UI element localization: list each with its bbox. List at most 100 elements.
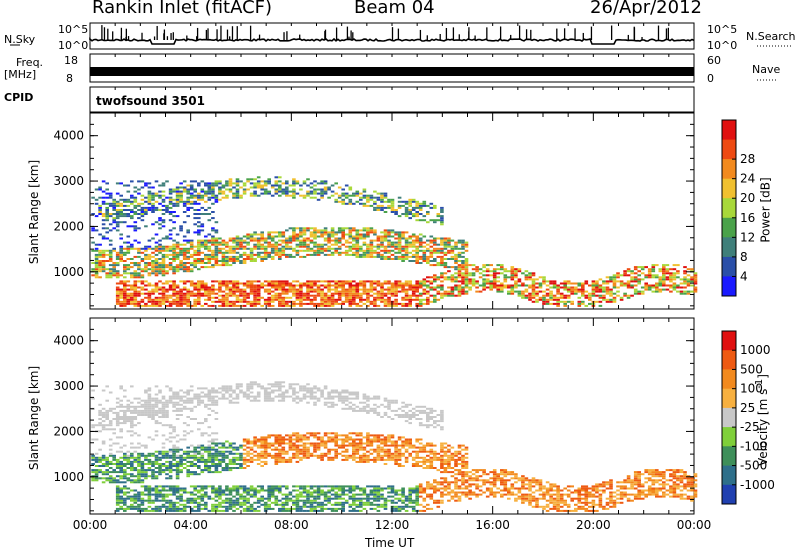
velocity-echo-cell <box>214 403 219 406</box>
velocity-echo-cell <box>105 473 109 476</box>
power-echo-cell <box>489 264 493 267</box>
power-echo-cell <box>285 255 289 258</box>
power-echo-cell <box>457 239 462 242</box>
power-echo-cell <box>165 204 169 207</box>
power-echo-cell <box>151 260 155 262</box>
velocity-echo-cell <box>154 507 159 510</box>
power-echo-cell <box>598 284 603 287</box>
power-echo-cell <box>228 304 233 307</box>
power-echo-cell <box>193 288 197 291</box>
velocity-echo-cell <box>147 416 152 418</box>
power-echo-cell <box>394 280 398 283</box>
velocity-echo-cell <box>249 383 254 386</box>
power-echo-cell <box>218 192 222 195</box>
velocity-echo-cell <box>108 460 113 463</box>
velocity-echo-cell <box>225 499 229 502</box>
power-echo-cell <box>478 284 483 287</box>
power-echo-cell <box>204 190 208 193</box>
power-echo-cell <box>376 235 381 238</box>
power-echo-cell <box>327 280 331 283</box>
power-echo-cell <box>154 286 159 289</box>
power-echo-cell <box>221 196 226 199</box>
power-echo-cell <box>549 292 553 295</box>
power-echo-cell <box>362 290 367 293</box>
power-echo-cell <box>94 215 99 218</box>
power-echo-cell <box>366 280 370 283</box>
velocity-echo-cell <box>235 485 240 488</box>
power-echo-cell <box>94 272 99 275</box>
power-echo-cell <box>105 209 109 211</box>
power-echo-cell <box>299 255 303 258</box>
power-echo-cell <box>235 241 240 244</box>
velocity-echo-cell <box>158 409 162 412</box>
power-echo-cell <box>285 280 289 283</box>
power-echo-cell <box>330 229 335 232</box>
power-echo-cell <box>362 302 367 305</box>
power-echo-cell <box>306 249 310 252</box>
power-echo-cell <box>172 247 176 250</box>
power-echo-cell <box>101 190 106 193</box>
power-echo-cell <box>288 247 293 250</box>
velocity-echo-cell <box>260 487 264 490</box>
power-echo-cell <box>454 276 458 279</box>
velocity-echo-cell <box>175 465 180 467</box>
power-echo-cell <box>119 302 123 305</box>
power-echo-cell <box>242 292 247 295</box>
power-echo-cell <box>119 213 123 215</box>
power-echo-cell <box>531 296 536 299</box>
power-echo-cell <box>630 272 634 275</box>
power-echo-cell <box>288 184 293 187</box>
power-echo-cell <box>591 280 596 283</box>
power-echo-cell <box>299 241 303 244</box>
power-echo-cell <box>302 182 307 185</box>
velocity-echo-cell <box>200 395 205 398</box>
velocity-echo-cell <box>168 432 173 435</box>
power-echo-cell <box>602 286 606 289</box>
velocity-echo-cell <box>214 442 219 445</box>
power-echo-cell <box>323 231 328 234</box>
velocity-echo-cell <box>278 450 282 453</box>
power-echo-cell <box>126 249 131 252</box>
power-echo-cell <box>130 243 134 246</box>
velocity-echo-cell <box>256 463 261 465</box>
power-echo-cell <box>228 180 233 183</box>
power-echo-cell <box>137 213 141 215</box>
power-echo-cell <box>175 198 180 201</box>
power-echo-cell <box>246 255 250 258</box>
power-echo-cell <box>418 258 423 260</box>
power-echo-cell <box>676 270 680 273</box>
power-echo-cell <box>334 241 338 244</box>
power-echo-cell <box>221 304 226 307</box>
power-echo-cell <box>253 243 257 246</box>
power-echo-cell <box>123 253 127 256</box>
power-echo-cell <box>500 286 504 289</box>
velocity-echo-cell <box>218 471 222 474</box>
power-echo-cell <box>285 247 289 250</box>
power-echo-cell <box>683 290 687 293</box>
power-echo-cell <box>214 198 219 201</box>
power-echo-cell <box>260 188 264 191</box>
power-echo-cell <box>418 282 423 285</box>
power-echo-cell <box>172 243 176 246</box>
power-echo-cell <box>566 290 571 293</box>
velocity-echo-cell <box>161 465 166 467</box>
velocity-echo-cell <box>165 403 169 406</box>
power-echo-cell <box>151 209 155 211</box>
power-echo-cell <box>369 251 374 254</box>
velocity-echo-cell <box>133 432 138 435</box>
power-echo-cell <box>175 304 180 307</box>
power-echo-cell <box>478 290 483 293</box>
velocity-echo-cell <box>242 395 247 398</box>
power-echo-cell <box>197 247 201 250</box>
power-echo-cell <box>429 202 434 205</box>
power-echo-cell <box>235 282 240 285</box>
velocity-echo-cell <box>189 491 194 494</box>
power-echo-cell <box>186 206 190 209</box>
velocity-echo-cell <box>130 420 134 423</box>
power-echo-cell <box>415 249 419 252</box>
power-echo-cell <box>440 217 444 220</box>
power-echo-cell <box>232 286 236 289</box>
power-echo-cell <box>630 294 634 297</box>
power-echo-cell <box>309 249 314 252</box>
velocity-echo-cell <box>161 493 166 496</box>
